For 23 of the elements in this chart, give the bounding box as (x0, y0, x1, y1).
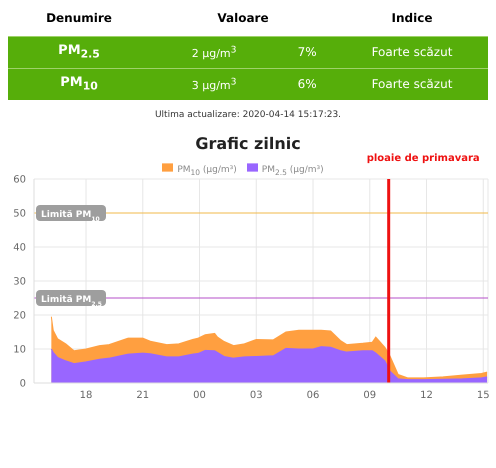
text: Ultima actualizare: 2020-04-14 15:17:23. (154, 110, 342, 120)
x-tick-label: 18 (80, 390, 92, 402)
ref-line-label: Limită PM$_{10}$ (41, 209, 100, 222)
table: Denumire Valoare Indice PM$_{2.5}$ 2 μg/m$^{3}$ 7% Foarte scăzut PM$_{10}$ 3 μg/m$^{3}$ 6% Foarte scăzut (8, 8, 488, 100)
ref-line-label: Limită PM$_{2.5}$ (41, 294, 102, 308)
y-tick-label: 40 (13, 242, 26, 254)
legend-label: PM$_{2.5}$ (μg/m³) (262, 165, 324, 177)
legend-label: PM$_{10}$ (μg/m³) (177, 165, 237, 177)
y-tick-label: 0 (20, 378, 26, 390)
x-tick-label: 06 (306, 390, 320, 402)
y-tick-label: 30 (13, 276, 26, 288)
x-tick-label: 03 (250, 390, 263, 402)
y-tick-label: 60 (13, 174, 26, 186)
x-tick-label: 15 (476, 390, 490, 402)
ref-line-label: ploaie de primavara (366, 153, 480, 164)
y-tick-label: 10 (13, 344, 26, 356)
x-tick-label: 21 (136, 390, 150, 402)
y-tick-label: 50 (13, 208, 26, 220)
x-tick-label: 09 (363, 390, 376, 402)
chart-title: Grafic zilnic (194, 134, 302, 153)
y-tick-label: 20 (13, 310, 26, 322)
x-tick-label: 12 (420, 390, 433, 402)
x-tick-label: 00 (193, 390, 206, 402)
